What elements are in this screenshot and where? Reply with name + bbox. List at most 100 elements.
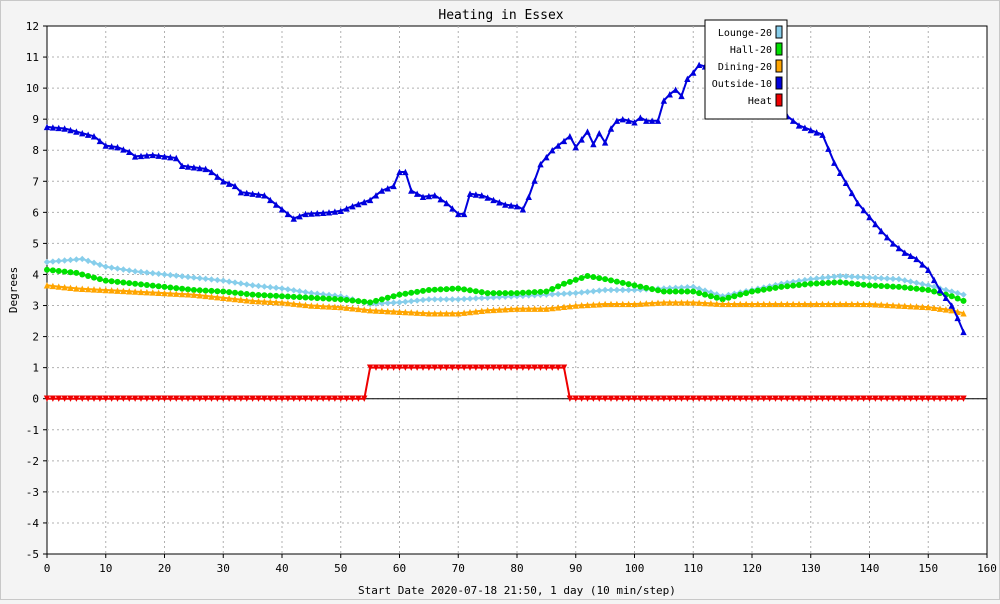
data-point [555, 283, 562, 290]
data-point [843, 279, 849, 286]
data-point [284, 299, 292, 307]
data-point [637, 395, 644, 402]
data-point [913, 285, 920, 292]
data-point [190, 274, 198, 281]
data-point [202, 165, 209, 173]
data-point [308, 302, 315, 309]
data-point [842, 395, 850, 402]
data-point [913, 255, 920, 263]
data-point [925, 282, 932, 289]
data-point [161, 289, 168, 297]
data-point [954, 289, 961, 297]
data-point [108, 278, 115, 285]
data-point [836, 272, 844, 280]
y-tick-label: 5 [32, 237, 39, 250]
data-point [696, 290, 703, 297]
data-point [243, 395, 250, 402]
data-point [55, 395, 62, 402]
data-point [754, 395, 762, 402]
data-point [707, 293, 714, 300]
data-point [402, 168, 409, 176]
data-point [155, 395, 162, 402]
data-point [231, 395, 239, 402]
data-point [742, 395, 750, 402]
data-point [525, 364, 532, 371]
data-point [478, 289, 485, 296]
data-point [143, 395, 151, 402]
data-point [866, 213, 873, 221]
data-point [778, 395, 785, 402]
data-point [648, 395, 656, 402]
series-outside-10 [43, 61, 967, 336]
data-point [625, 300, 632, 308]
data-point [948, 302, 955, 309]
data-point [102, 277, 109, 284]
data-point [666, 395, 673, 402]
data-point [860, 300, 867, 308]
data-point [173, 285, 180, 292]
data-point [795, 300, 803, 308]
data-point [178, 395, 186, 402]
data-point [261, 283, 268, 290]
x-tick-label: 130 [801, 562, 821, 575]
y-tick-label: -4 [26, 517, 40, 530]
data-point [854, 199, 861, 207]
data-point [948, 395, 955, 402]
data-point [848, 280, 855, 287]
data-point [120, 395, 127, 402]
data-point [549, 364, 556, 371]
data-point [789, 117, 797, 124]
data-point [502, 364, 509, 371]
data-point [930, 395, 938, 402]
data-point [178, 290, 186, 298]
data-point [408, 364, 415, 371]
data-point [601, 286, 609, 294]
data-point [466, 364, 474, 371]
data-point [149, 395, 156, 402]
data-point [878, 395, 885, 402]
data-point [878, 227, 885, 235]
data-point [613, 286, 621, 294]
data-point [290, 287, 297, 294]
data-point [907, 285, 914, 292]
data-point [637, 114, 644, 121]
data-point [143, 152, 151, 159]
data-point [155, 289, 162, 296]
data-point [637, 283, 644, 290]
data-point [337, 395, 344, 402]
data-point [948, 293, 955, 300]
data-point [343, 304, 350, 311]
data-point [960, 291, 967, 298]
data-point [378, 187, 386, 194]
data-point [396, 299, 403, 306]
data-point [566, 278, 573, 285]
data-point [355, 305, 362, 313]
data-point [425, 364, 433, 371]
data-point [901, 395, 908, 402]
data-point [883, 275, 891, 282]
data-point [437, 286, 444, 293]
data-point [590, 301, 597, 308]
data-point [278, 206, 286, 213]
data-point [660, 395, 668, 402]
y-tick-label: 11 [26, 51, 39, 64]
data-point [437, 364, 444, 371]
data-point [507, 202, 515, 209]
data-point [296, 288, 303, 295]
data-point [337, 303, 344, 311]
y-tick-label: 10 [26, 82, 39, 95]
data-point [290, 300, 297, 307]
data-point [707, 395, 715, 402]
data-point [267, 284, 274, 291]
data-point [537, 305, 544, 312]
data-point [190, 287, 197, 293]
data-point [126, 267, 133, 274]
y-tick-label: 1 [32, 362, 39, 375]
data-point [366, 196, 374, 204]
data-point [954, 295, 961, 302]
data-point [261, 292, 268, 299]
x-tick-label: 60 [393, 562, 406, 575]
data-point [361, 395, 368, 402]
legend: Lounge-20 Hall-20 Dining-20 Outside-10 Heat [704, 19, 788, 120]
data-point [895, 275, 903, 283]
